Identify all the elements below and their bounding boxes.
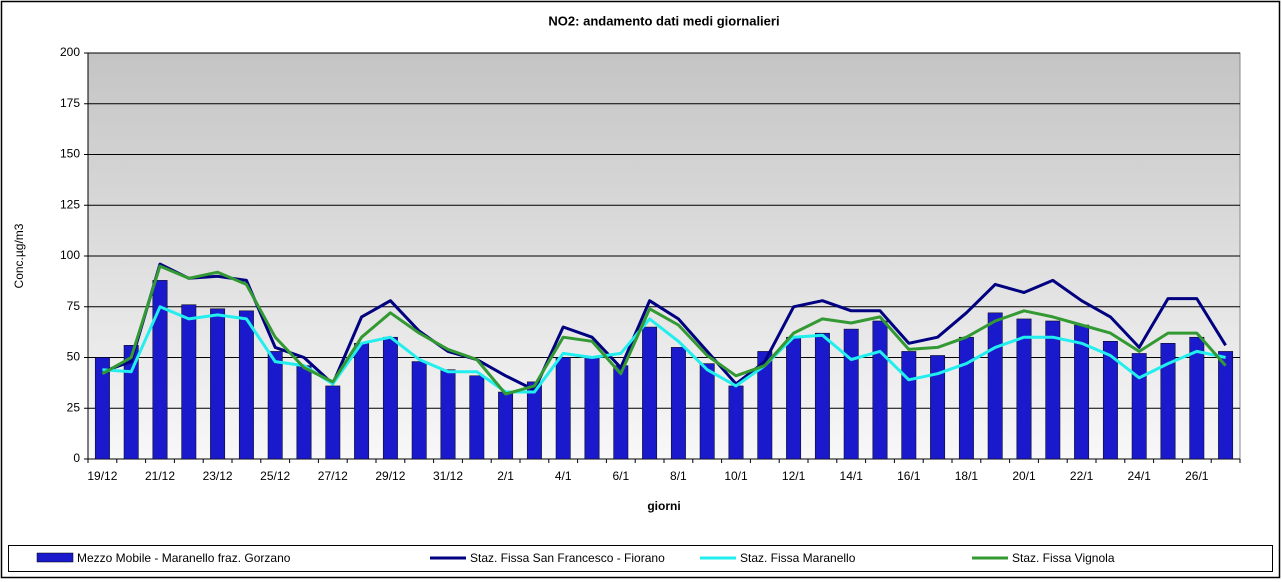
legend-label: Staz. Fissa Vignola (1012, 551, 1115, 565)
legend (8, 545, 1273, 572)
x-tick-label: 23/12 (203, 469, 233, 483)
line (101, 264, 1227, 396)
y-tick-label: 50 (67, 350, 81, 364)
x-axis-label: giorni (647, 499, 680, 513)
bar (325, 385, 341, 460)
bar (1102, 341, 1118, 460)
x-tick-label: 4/1 (555, 469, 572, 483)
bar (728, 385, 744, 460)
x-tick-label: 26/1 (1185, 469, 1209, 483)
legend-swatch (36, 552, 74, 563)
bar (1131, 353, 1147, 460)
bar (1160, 343, 1176, 460)
bar (94, 357, 110, 460)
legend-label: Staz. Fissa San Francesco - Fiorano (470, 551, 665, 565)
bar (930, 355, 946, 460)
y-tick-label: 75 (67, 299, 81, 313)
x-tick-label: 20/1 (1012, 469, 1036, 483)
bar (555, 357, 571, 460)
x-tick-label: 31/12 (433, 469, 463, 483)
bar (642, 326, 658, 460)
chart-title: NO2: andamento dati medi giornalieri (548, 13, 779, 28)
x-tick-label: 27/12 (318, 469, 348, 483)
bar (699, 363, 715, 460)
bar (584, 357, 600, 460)
x-tick-label: 21/12 (145, 469, 175, 483)
bar (1045, 320, 1061, 460)
y-tick-label: 25 (67, 400, 81, 414)
bar (613, 365, 629, 460)
bar (181, 304, 197, 460)
line (102, 305, 1226, 394)
y-axis-label: Conc.µg/m3 (12, 223, 26, 288)
bar (1189, 336, 1205, 460)
x-tick-label: 10/1 (724, 469, 748, 483)
bar (152, 280, 168, 460)
bar (382, 336, 398, 460)
x-tick-label: 12/1 (782, 469, 806, 483)
bar (843, 328, 859, 460)
bar (411, 361, 427, 460)
bar (469, 375, 485, 460)
bar (354, 343, 370, 460)
y-tick-label: 0 (73, 451, 80, 465)
x-tick-label: 22/1 (1070, 469, 1094, 483)
bar (267, 351, 283, 460)
x-tick-label: 16/1 (897, 469, 921, 483)
bar (123, 345, 139, 460)
x-tick-label: 8/1 (670, 469, 687, 483)
legend-label: Mezzo Mobile - Maranello fraz. Gorzano (77, 551, 291, 565)
bar (987, 312, 1003, 460)
y-tick-label: 100 (60, 248, 80, 262)
x-tick-label: 29/12 (375, 469, 405, 483)
bar (814, 332, 830, 460)
bar (210, 308, 226, 460)
y-tick-label: 150 (60, 147, 80, 161)
bar (440, 369, 456, 460)
bar (901, 351, 917, 460)
bar (1218, 351, 1234, 460)
y-tick-label: 200 (60, 45, 80, 59)
x-tick-label: 2/1 (497, 469, 514, 483)
bar (958, 336, 974, 460)
bar (238, 310, 254, 460)
bar (296, 365, 312, 460)
x-tick-label: 6/1 (612, 469, 629, 483)
bar (786, 336, 802, 460)
bar (1016, 318, 1032, 460)
bar (757, 351, 773, 460)
y-tick-label: 125 (60, 197, 80, 211)
bar (526, 381, 542, 460)
x-tick-label: 18/1 (955, 469, 979, 483)
y-tick-label: 175 (60, 96, 80, 110)
bar (498, 391, 514, 460)
x-tick-label: 19/12 (87, 469, 117, 483)
legend-label: Staz. Fissa Maranello (740, 551, 856, 565)
x-tick-label: 14/1 (840, 469, 864, 483)
bar (872, 320, 888, 460)
bar (670, 347, 686, 460)
x-tick-label: 25/12 (260, 469, 290, 483)
x-tick-label: 24/1 (1128, 469, 1152, 483)
